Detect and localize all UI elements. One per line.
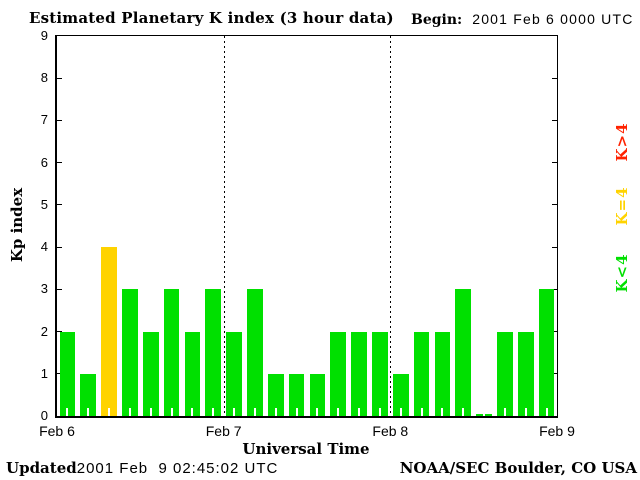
time-minor-tick xyxy=(503,408,506,416)
updated-timestamp: Updated2001 Feb 9 02:45:02 UTC xyxy=(6,459,278,477)
y-tick-label: 7 xyxy=(40,112,48,128)
x-day-label: Feb 7 xyxy=(205,423,242,439)
time-minor-tick xyxy=(358,408,361,416)
begin-timestamp: Begin: 2001 Feb 6 0000 UTC xyxy=(411,11,634,28)
y-tick-right xyxy=(552,246,557,248)
kp-bar xyxy=(538,289,555,416)
kp-bar xyxy=(122,289,138,416)
y-tick-left xyxy=(57,119,62,121)
kp-bar xyxy=(392,373,409,416)
kp-bar xyxy=(247,289,263,416)
x-day-label: Feb 9 xyxy=(539,423,575,439)
day-boundary-line xyxy=(390,36,392,416)
kp-bar xyxy=(59,331,76,416)
kp-bar xyxy=(351,331,367,416)
x-day-label: Feb 8 xyxy=(372,423,409,439)
y-tick-right xyxy=(552,162,557,164)
kp-bar xyxy=(288,373,305,416)
time-minor-tick xyxy=(316,408,319,416)
time-minor-tick xyxy=(420,408,423,416)
time-minor-tick xyxy=(253,408,256,416)
kp-bar xyxy=(267,373,284,416)
legend-label: K=4 xyxy=(613,186,631,226)
kp-bar xyxy=(497,331,513,416)
y-tick-left xyxy=(57,77,62,79)
y-tick-label: 5 xyxy=(40,196,48,212)
y-tick-left xyxy=(57,288,62,290)
x-day-label: Feb 6 xyxy=(39,423,75,439)
kp-bar xyxy=(226,331,242,416)
y-tick-label: 1 xyxy=(40,365,48,381)
time-minor-tick xyxy=(295,408,298,416)
y-axis-title: Kp index xyxy=(8,187,26,263)
time-minor-tick xyxy=(545,408,548,416)
y-tick-left xyxy=(57,162,62,164)
y-tick-right xyxy=(552,77,557,79)
kp-bar xyxy=(184,331,201,416)
y-tick-label: 3 xyxy=(40,281,48,297)
x-axis-title: Universal Time xyxy=(242,440,370,458)
legend-label: K>4 xyxy=(613,122,631,162)
time-minor-tick xyxy=(233,408,236,416)
time-minor-tick xyxy=(274,408,277,416)
kp-bar xyxy=(413,331,430,416)
y-tick-right xyxy=(552,204,557,206)
kp-bar xyxy=(80,373,97,416)
begin-label: Begin: xyxy=(411,12,463,28)
y-tick-right xyxy=(552,288,557,290)
time-minor-tick xyxy=(337,408,340,416)
credit-text: NOAA/SEC Boulder, CO USA xyxy=(399,459,637,477)
y-tick-label: 2 xyxy=(40,323,48,339)
time-minor-tick xyxy=(212,408,215,416)
y-tick-left xyxy=(57,246,62,248)
time-minor-tick xyxy=(399,408,402,416)
time-minor-tick xyxy=(66,408,69,416)
kp-bar xyxy=(517,331,534,416)
time-minor-tick xyxy=(128,408,131,416)
begin-value: 2001 Feb 6 0000 UTC xyxy=(472,11,634,27)
time-minor-tick xyxy=(441,408,444,416)
time-minor-tick xyxy=(378,408,381,416)
time-minor-tick xyxy=(108,408,111,416)
kp-bar xyxy=(142,331,159,416)
time-minor-tick xyxy=(191,408,194,416)
time-minor-tick xyxy=(524,408,527,416)
kp-bar xyxy=(205,289,222,416)
y-tick-label: 4 xyxy=(40,239,48,255)
kp-bar xyxy=(372,331,388,416)
legend-label: K<4 xyxy=(613,253,631,293)
kp-bar xyxy=(163,289,180,416)
y-tick-label: 8 xyxy=(40,70,48,86)
y-tick-right xyxy=(552,373,557,375)
chart-title: Estimated Planetary K index (3 hour data… xyxy=(29,9,394,27)
kp-bar xyxy=(101,247,117,416)
y-tick-label: 6 xyxy=(40,154,48,170)
kp-bar xyxy=(330,331,347,416)
updated-label: Updated xyxy=(6,459,77,477)
time-minor-tick xyxy=(483,408,486,416)
kp-bar xyxy=(309,373,326,416)
time-minor-tick xyxy=(462,408,465,416)
day-boundary-line xyxy=(223,36,225,416)
kp-bar xyxy=(434,331,451,416)
time-minor-tick xyxy=(170,408,173,416)
y-tick-left xyxy=(57,204,62,206)
y-tick-label: 0 xyxy=(40,408,48,423)
y-tick-label: 9 xyxy=(40,28,48,43)
updated-value: 2001 Feb 9 02:45:02 UTC xyxy=(76,460,279,477)
y-tick-right xyxy=(552,331,557,333)
plot-area xyxy=(55,35,558,418)
y-tick-left xyxy=(57,331,62,333)
time-minor-tick xyxy=(149,408,152,416)
y-tick-right xyxy=(552,119,557,121)
kp-bar xyxy=(455,289,472,416)
time-minor-tick xyxy=(87,408,90,416)
